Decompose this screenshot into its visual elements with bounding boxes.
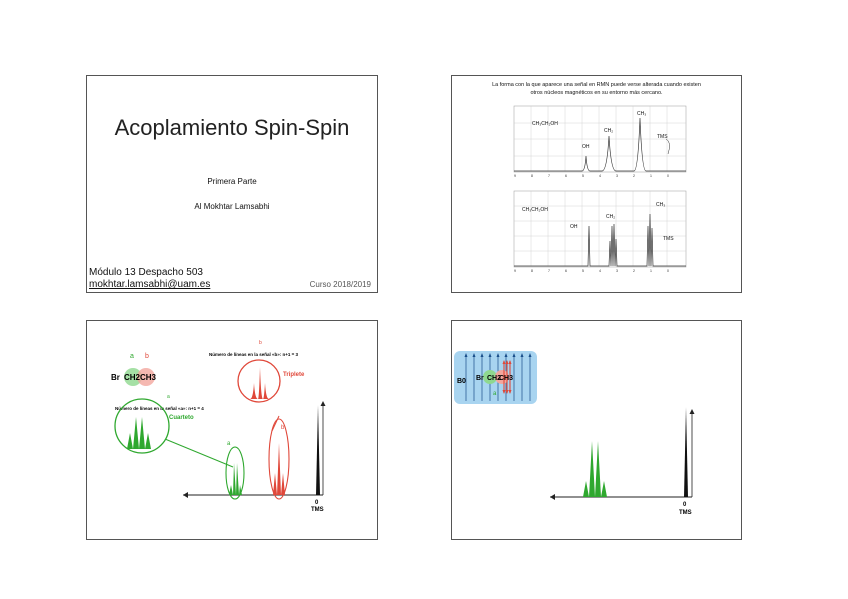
svg-text:1: 1 — [650, 174, 652, 178]
triplete-label: Triplete — [283, 372, 305, 378]
label-ch3-top: CH₃ — [637, 111, 646, 117]
compound-top: CH₃CH₂OH — [532, 121, 558, 127]
compound-bottom: CH₃CH₂OH — [522, 207, 548, 213]
tms-label-4: TMS — [679, 510, 692, 516]
molecule4-ch2: CH2 — [487, 375, 501, 382]
molecule-label-a: a — [130, 353, 134, 360]
course-label: Curso 2018/2019 — [309, 280, 371, 289]
tms-peak-4: 0 TMS — [679, 407, 692, 516]
svg-text:5: 5 — [582, 269, 584, 273]
slide-subtitle: Primera Parte — [207, 177, 257, 186]
svg-text:9: 9 — [514, 174, 516, 178]
slide-title: Acoplamiento Spin-Spin — [114, 115, 350, 140]
spectrum-axis — [183, 401, 326, 498]
label-ch2-top: CH₂ — [604, 128, 613, 134]
caption-line-2: otros núcleos magnéticos en su entorno m… — [530, 90, 663, 96]
b0-field-panel: B0 Br CH2 CH3 a — [454, 351, 537, 404]
label-tms-bottom: TMS — [663, 236, 674, 242]
axis-zero-4: 0 — [683, 502, 687, 508]
spectrum-low-resolution: CH₃CH₂OH OH CH₂ CH₃ TMS 9 8 7 6 5 4 3 2 1 0 — [513, 105, 687, 178]
svg-text:6: 6 — [565, 174, 567, 178]
coupling-figure: a b Br CH2 CH3 b Número de líneas en la … — [111, 340, 326, 513]
label-tms-top: TMS — [657, 134, 668, 140]
molecule-bromoethane: a b Br CH2 CH3 — [111, 353, 157, 386]
svg-text:1: 1 — [650, 269, 652, 273]
module-info: Módulo 13 Despacho 503 — [89, 267, 203, 278]
caption-line-1: La forma con la que aparece una señal en… — [492, 82, 701, 88]
svg-text:4: 4 — [599, 174, 601, 178]
svg-text:7: 7 — [548, 174, 550, 178]
svg-text:9: 9 — [514, 269, 516, 273]
spectrum-axis-4 — [550, 409, 695, 500]
email-link[interactable]: mokhtar.lamsabhi@uam.es — [89, 279, 211, 290]
svg-text:0: 0 — [667, 269, 669, 273]
tms-peak: 0 TMS — [311, 405, 324, 513]
slide-3-coupling-diagram[interactable]: a b Br CH2 CH3 b Número de líneas en la … — [86, 320, 378, 540]
molecule4-br: Br — [476, 375, 484, 382]
molecule-label-b: b — [145, 353, 149, 360]
signal-a: a — [225, 441, 245, 500]
molecule4-ch3: CH3 — [499, 375, 513, 382]
svg-text:5: 5 — [582, 174, 584, 178]
b0-label: B0 — [457, 378, 466, 385]
svg-text:7: 7 — [548, 269, 550, 273]
molecule-ch3: CH3 — [140, 373, 157, 382]
svg-text:3: 3 — [616, 174, 618, 178]
rule-b-letter: b — [259, 340, 262, 346]
svg-text:8: 8 — [531, 174, 533, 178]
svg-text:2: 2 — [633, 174, 635, 178]
slide-2-nmr-spectra[interactable]: La forma con la que aparece una señal en… — [451, 75, 742, 293]
cuarteto-label: Cuarteto — [169, 415, 194, 421]
signal-b-label: b — [281, 425, 285, 431]
label-oh-bottom: OH — [570, 224, 578, 230]
tms-label-3: TMS — [311, 507, 324, 513]
axis-zero-3: 0 — [315, 500, 319, 506]
molecule-br: Br — [111, 373, 120, 382]
xticks-top: 9 8 7 6 5 4 3 2 1 0 — [514, 174, 669, 178]
molecule-ch2: CH2 — [124, 373, 141, 382]
svg-text:2: 2 — [633, 269, 635, 273]
label-ch2-bottom: CH₂ — [606, 214, 615, 220]
molecule4-label-a: a — [493, 391, 497, 397]
signal-b: b — [268, 418, 290, 500]
svg-text:6: 6 — [565, 269, 567, 273]
svg-text:4: 4 — [599, 269, 601, 273]
cuarteto-zoom: Cuarteto — [114, 398, 194, 454]
quartet-signal — [583, 441, 607, 497]
label-ch3-bottom: CH₃ — [656, 202, 665, 208]
spectrum-high-resolution: CH₃CH₂OH OH CH₂ CH₃ TMS 9 8 7 6 5 4 3 2 1 0 — [513, 190, 687, 273]
label-oh-top: OH — [582, 144, 590, 150]
rule-b-text: Número de líneas en la señal «b»: n+1 = … — [209, 352, 299, 357]
slide-1-title[interactable]: Acoplamiento Spin-Spin Primera Parte Al … — [86, 75, 378, 293]
rule-a-letter: a — [167, 394, 170, 400]
signal-a-label: a — [227, 441, 231, 447]
field-figure: B0 Br CH2 CH3 a — [454, 351, 695, 516]
triplete-zoom: Triplete — [237, 359, 305, 403]
rule-a-text: Número de líneas en la señal «a»: n+1 = … — [115, 406, 204, 411]
author-name: Al Mokhtar Lamsabhi — [194, 202, 270, 211]
xticks-bottom: 9 8 7 6 5 4 3 2 1 0 — [514, 269, 669, 273]
svg-text:0: 0 — [667, 174, 669, 178]
slide-4-magnetic-field[interactable]: B0 Br CH2 CH3 a — [451, 320, 742, 540]
svg-text:8: 8 — [531, 269, 533, 273]
svg-text:3: 3 — [616, 269, 618, 273]
